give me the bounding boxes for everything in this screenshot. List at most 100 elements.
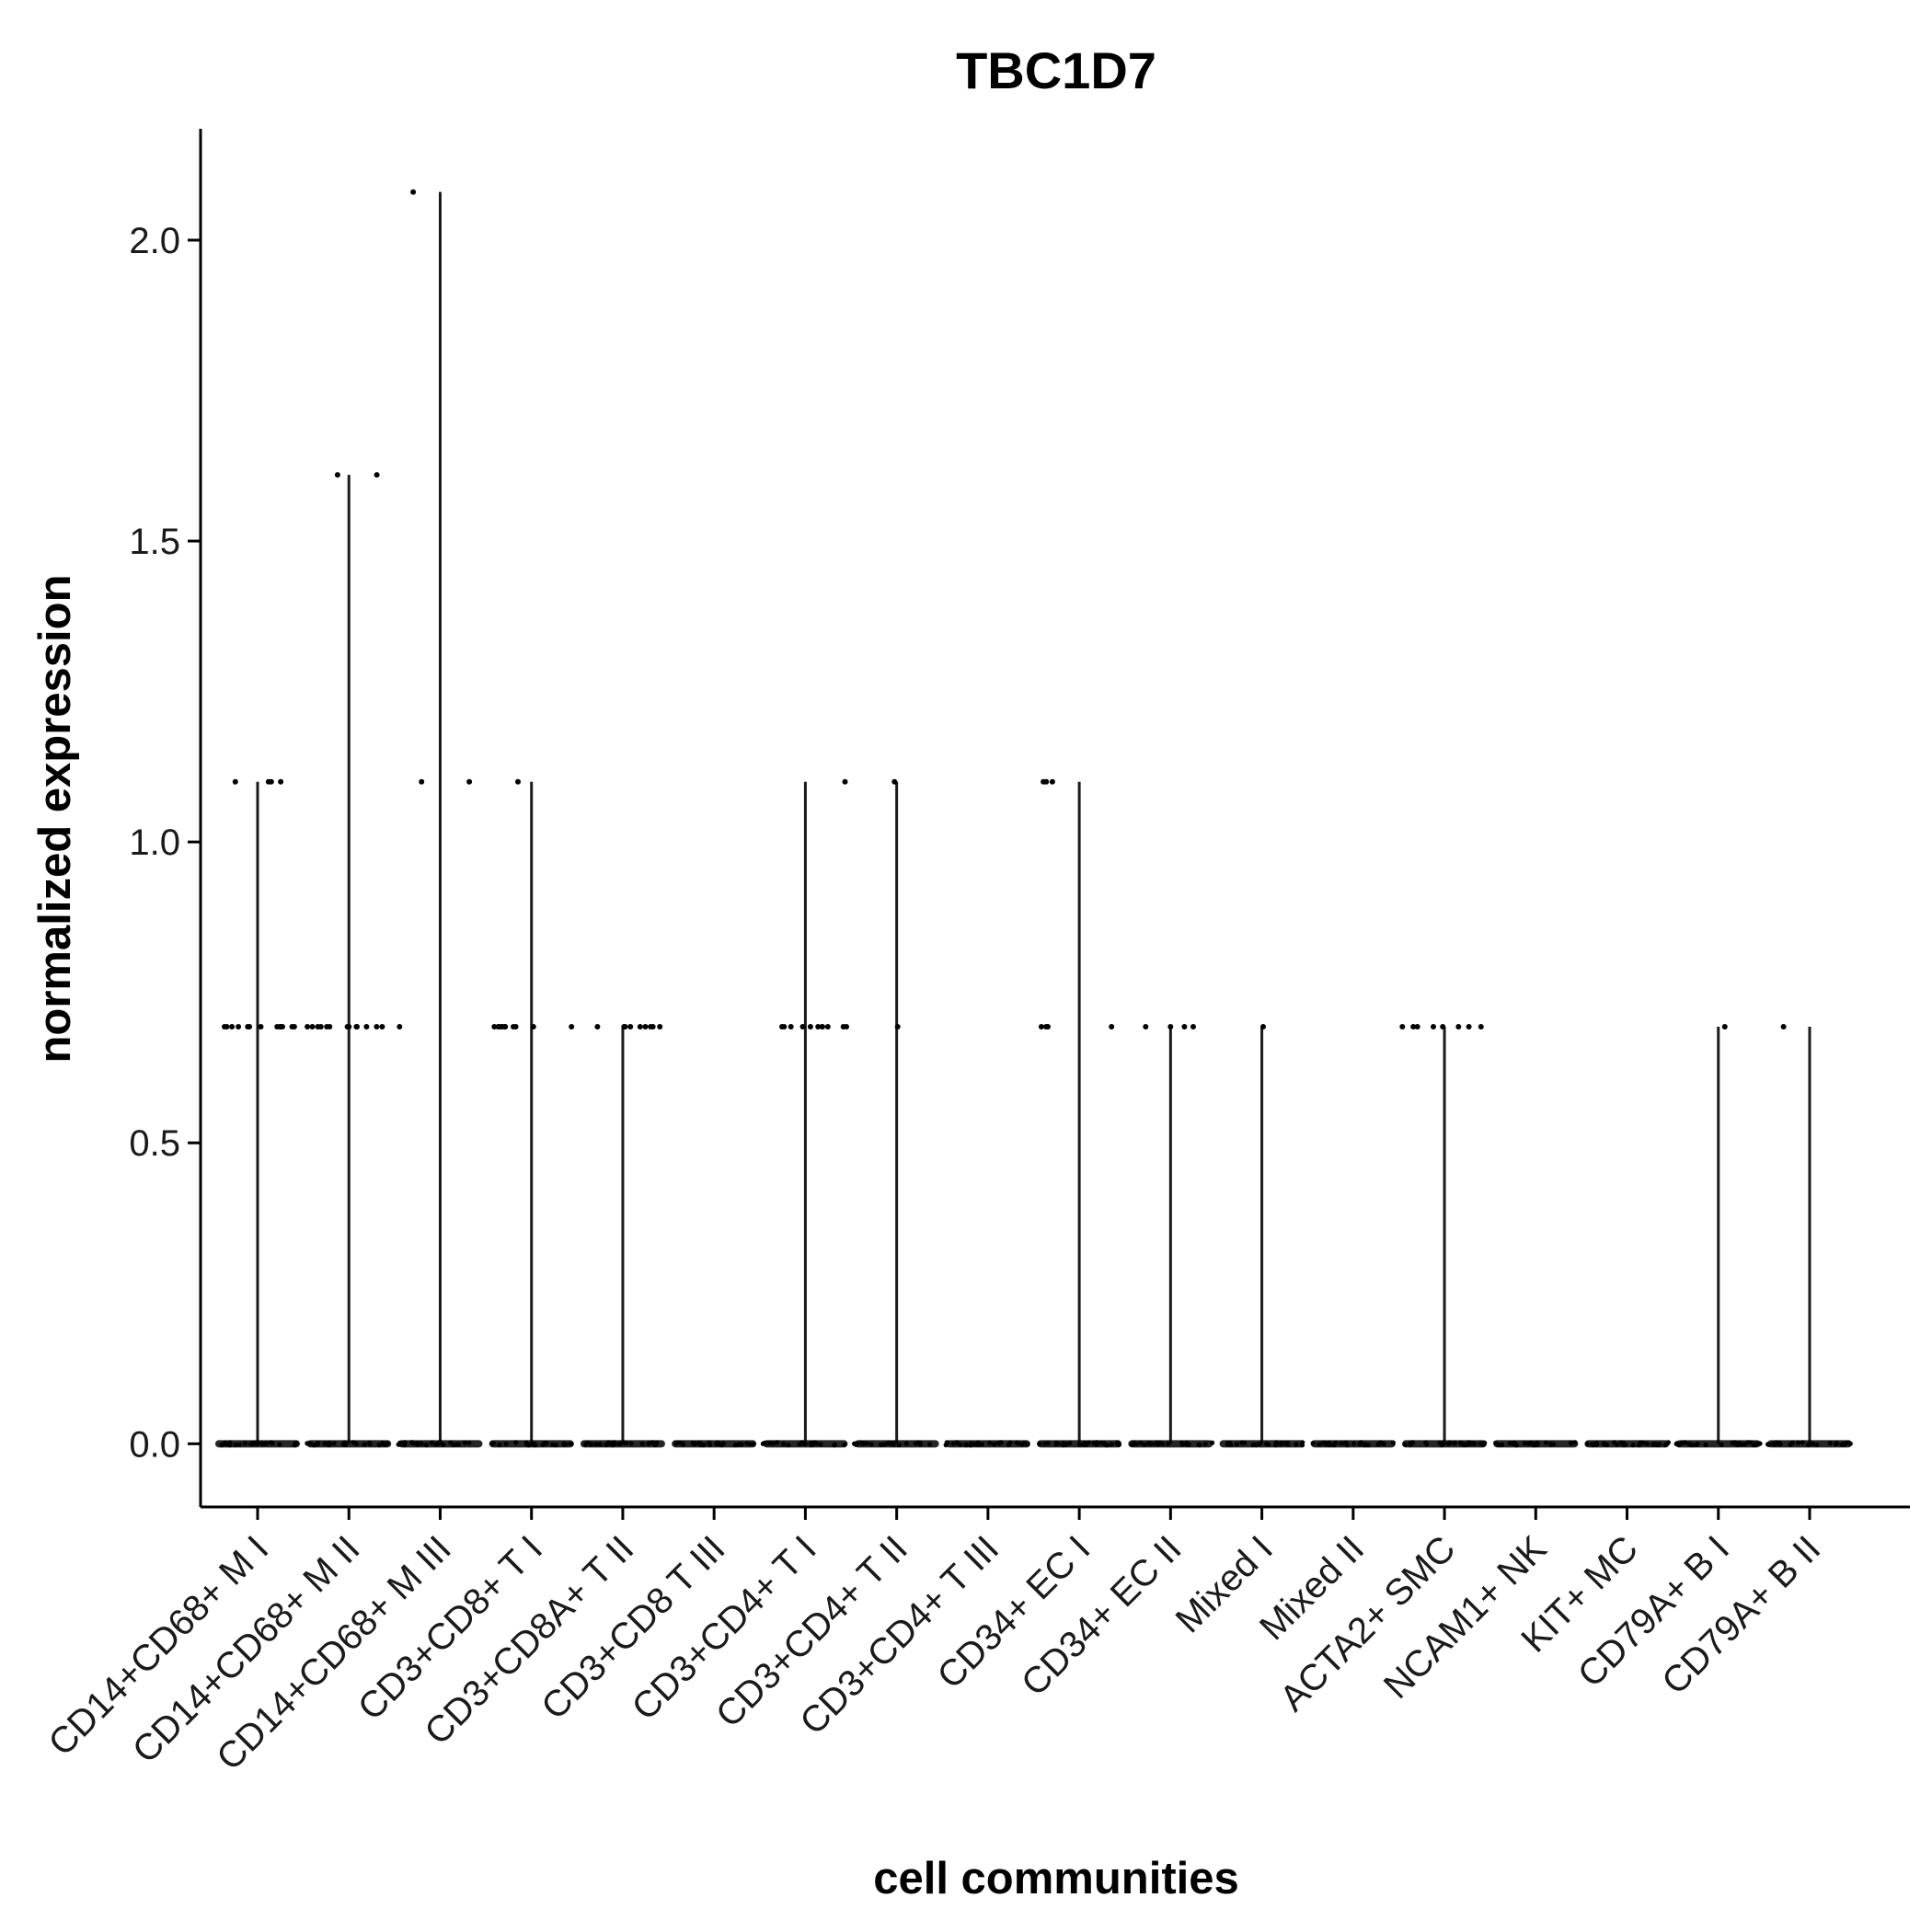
data-point: [1146, 1441, 1152, 1446]
data-point: [219, 1443, 224, 1448]
data-point: [744, 1441, 750, 1446]
data-point: [1320, 1441, 1326, 1446]
data-point: [657, 1024, 663, 1029]
data-point: [236, 1442, 242, 1447]
data-point: [1593, 1442, 1599, 1447]
data-point: [353, 1024, 360, 1029]
data-point: [374, 1024, 380, 1029]
data-point: [673, 1441, 679, 1446]
data-point: [229, 1024, 236, 1029]
data-point: [530, 1024, 536, 1029]
data-point: [896, 1443, 902, 1448]
data-point: [715, 1440, 720, 1445]
data-point: [765, 1441, 771, 1446]
data-point: [418, 1441, 423, 1446]
data-point: [569, 1024, 575, 1029]
data-point: [1109, 1442, 1114, 1447]
data-point: [278, 778, 284, 785]
data-point: [1181, 1024, 1188, 1029]
data-point: [1827, 1440, 1833, 1446]
data-point: [224, 1024, 230, 1029]
data-point: [1241, 1440, 1248, 1445]
data-point: [802, 1441, 808, 1446]
data-point: [788, 1024, 794, 1029]
y-tick-label: 1.5: [129, 522, 180, 562]
data-point: [1478, 1024, 1484, 1029]
data-point: [1282, 1441, 1287, 1446]
data-point: [1114, 1440, 1121, 1445]
data-point: [1654, 1442, 1660, 1448]
data-point: [344, 1024, 351, 1029]
data-point: [1719, 1442, 1724, 1447]
data-point: [1014, 1440, 1019, 1445]
data-point: [1703, 1442, 1708, 1448]
data-point: [832, 1442, 838, 1447]
data-point: [1423, 1440, 1429, 1445]
data-point: [1049, 778, 1055, 785]
data-point: [1179, 1442, 1185, 1447]
data-point: [1264, 1441, 1270, 1446]
data-point: [771, 1441, 776, 1446]
data-point: [1445, 1441, 1451, 1446]
data-point: [247, 1024, 253, 1029]
data-point: [374, 472, 380, 478]
data-point: [646, 1441, 651, 1446]
data-point: [1465, 1441, 1470, 1446]
data-point: [1143, 1024, 1149, 1029]
data-point: [1260, 1024, 1266, 1029]
data-point: [1410, 1024, 1417, 1029]
data-point: [1156, 1442, 1161, 1447]
data-point: [903, 1441, 909, 1446]
data-point: [448, 1440, 454, 1445]
data-point: [818, 1442, 823, 1447]
x-tick-label: CD34+ EC II: [1014, 1528, 1190, 1704]
data-point: [342, 1442, 348, 1447]
data-point: [889, 1441, 895, 1447]
data-point: [1006, 1442, 1012, 1447]
data-point: [779, 1024, 785, 1029]
x-axis-label: cell communities: [873, 1854, 1239, 1903]
data-point: [1294, 1442, 1299, 1447]
data-point: [1833, 1441, 1839, 1447]
data-point: [291, 1024, 297, 1029]
data-point: [968, 1443, 973, 1448]
data-point: [1098, 1440, 1104, 1445]
data-point: [616, 1441, 622, 1447]
data-point: [317, 1024, 324, 1029]
data-point: [1310, 1441, 1316, 1446]
data-point: [878, 1442, 884, 1447]
data-point: [1455, 1024, 1462, 1029]
data-point: [496, 1024, 502, 1029]
data-point: [550, 1442, 556, 1447]
data-point: [1226, 1440, 1232, 1445]
data-point: [233, 1442, 238, 1448]
data-point: [1142, 1442, 1147, 1447]
data-point: [1751, 1443, 1756, 1448]
data-point: [362, 1442, 367, 1447]
data-point: [1795, 1440, 1801, 1445]
data-point: [225, 1442, 231, 1447]
data-point: [781, 1441, 787, 1446]
data-point: [642, 1024, 649, 1029]
data-point: [639, 1441, 645, 1446]
data-point: [1043, 1024, 1050, 1029]
data-point: [380, 1441, 385, 1446]
data-point: [441, 1442, 446, 1447]
data-point: [1644, 1441, 1650, 1446]
data-point: [1285, 1442, 1291, 1447]
data-point: [807, 1024, 813, 1029]
data-point: [797, 1442, 802, 1447]
data-point: [1569, 1441, 1574, 1446]
data-point: [1814, 1442, 1820, 1447]
data-point: [1202, 1441, 1208, 1446]
data-point: [1197, 1443, 1202, 1448]
data-point: [1324, 1442, 1329, 1447]
data-point: [258, 1024, 264, 1029]
data-point: [305, 1024, 311, 1029]
data-point: [327, 1443, 332, 1448]
data-point: [544, 1440, 549, 1445]
data-point: [242, 1441, 247, 1446]
data-point: [1548, 1442, 1554, 1447]
data-point: [842, 1442, 847, 1447]
